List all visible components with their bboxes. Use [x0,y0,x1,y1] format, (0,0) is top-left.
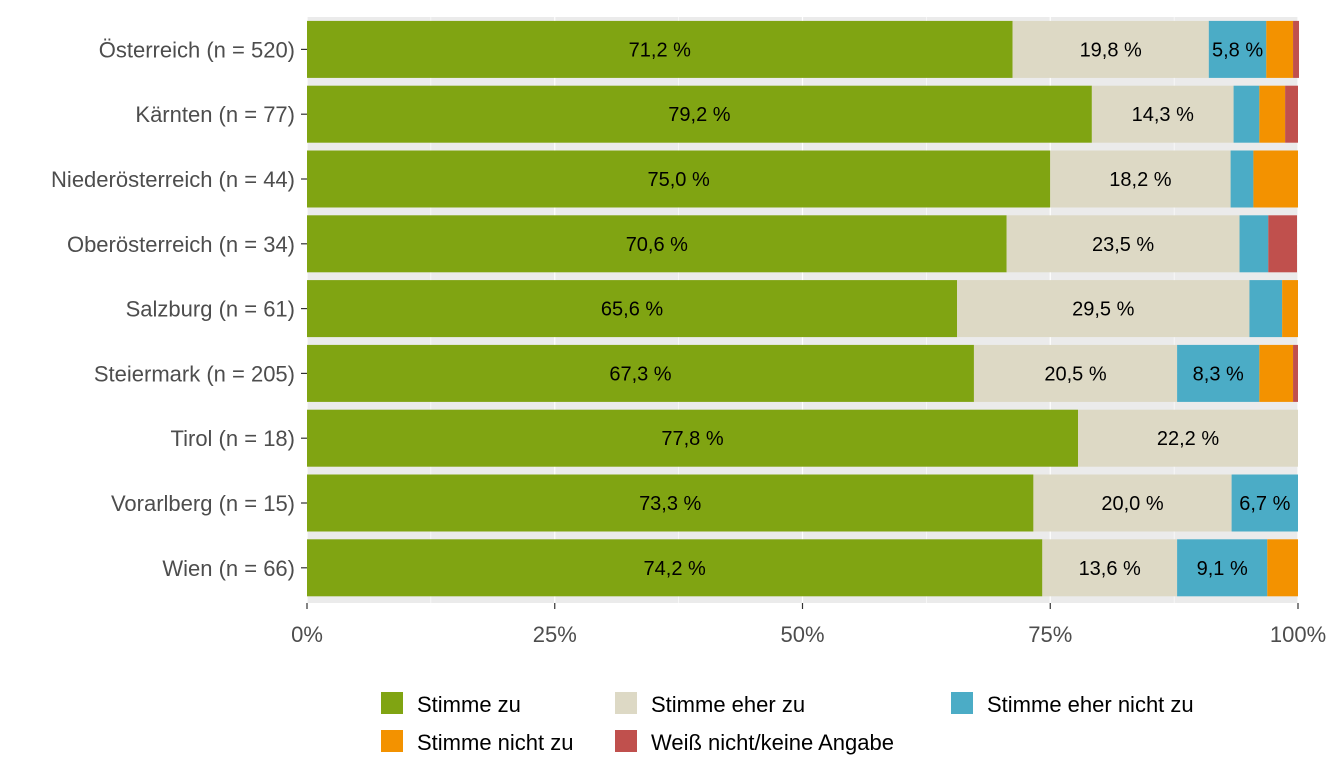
bar-segment [307,344,974,402]
x-tick-label: 25% [533,622,577,647]
category-label: Wien (n = 66) [162,556,295,581]
segment-value-label: 6,7 % [1239,493,1290,515]
bar-segment [1077,409,1298,467]
segment-value-label: 22,2 % [1157,428,1219,450]
bar-segment [307,539,1043,597]
segment-value-label: 70,6 % [626,234,688,256]
segment-value-label: 20,0 % [1101,493,1163,515]
category-label: Vorarlberg (n = 15) [111,491,295,516]
bar-segment [1293,344,1298,402]
category-label: Tirol (n = 18) [170,426,295,451]
category-label: Österreich (n = 520) [99,37,295,62]
bar-segment [1268,215,1298,273]
category-label: Steiermark (n = 205) [94,361,295,386]
bar-segment [1012,20,1209,78]
legend-key [951,692,973,714]
bar-segment [1006,215,1240,273]
segment-value-label: 73,3 % [639,493,701,515]
bar-segment [1249,280,1283,338]
bar-segment [1050,150,1231,208]
bar-segment [1266,20,1294,78]
bar-segment [307,409,1078,467]
legend-label: Weiß nicht/keine Angabe [651,730,894,755]
segment-value-label: 19,8 % [1080,39,1142,61]
bar-segment [1230,150,1254,208]
legend-key [615,730,637,752]
bar-segment [957,280,1250,338]
bar-segment [1177,344,1260,402]
bar-segment [1033,474,1232,532]
bar-segment [307,20,1013,78]
segment-value-label: 18,2 % [1109,169,1171,191]
segment-value-label: 75,0 % [647,169,709,191]
bar-segment [307,85,1092,143]
x-tick-label: 0% [291,622,323,647]
segment-value-label: 20,5 % [1044,363,1106,385]
bar-segment [1293,20,1299,78]
bar-segment [1042,539,1178,597]
x-tick-label: 100% [1270,622,1326,647]
legend: Stimme zu Stimme eher zu Stimme eher nicht… [381,692,1194,755]
legend-key [615,692,637,714]
segment-value-label: 71,2 % [629,39,691,61]
legend-key [381,692,403,714]
legend-label: Stimme nicht zu [417,730,574,755]
bar-segment [1233,85,1260,143]
segment-value-label: 67,3 % [609,363,671,385]
legend-label: Stimme zu [417,692,521,717]
segment-value-label: 9,1 % [1197,558,1248,580]
bar-segment [307,474,1034,532]
y-axis: Österreich (n = 520) Kärnten (n = 77) Nied… [51,37,307,581]
segment-value-label: 77,8 % [661,428,723,450]
bar-segment [1282,280,1298,338]
bar-segment [1231,474,1298,532]
category-label: Niederösterreich (n = 44) [51,167,295,192]
bar-segment [1259,344,1294,402]
bar-segment [307,150,1051,208]
bar-segment [1239,215,1269,273]
bars [307,20,1299,597]
bar-segment [307,215,1007,273]
segment-value-label: 79,2 % [668,104,730,126]
bar-segment [973,344,1178,402]
segment-value-label: 23,5 % [1092,234,1154,256]
category-label: Salzburg (n = 61) [126,297,295,322]
bar-segment [307,280,958,338]
x-tick-label: 50% [780,622,824,647]
x-axis: 0% 25% 50% 75% 100% [291,603,1326,647]
bar-segment [1285,85,1298,143]
bar-segment [1267,539,1298,597]
bar-segment [1259,85,1286,143]
bar-segment [1253,150,1298,208]
legend-label: Stimme eher zu [651,692,805,717]
segment-value-label: 14,3 % [1132,104,1194,126]
bar-segment [1177,539,1268,597]
segment-value-label: 65,6 % [601,299,663,321]
segment-labels: 71,2 % 19,8 % 5,8 % 79,2 % 14,3 % 75,0 % 18,2 … [601,39,1291,579]
segment-value-label: 13,6 % [1079,558,1141,580]
segment-value-label: 29,5 % [1072,299,1134,321]
legend-key [381,730,403,752]
segment-value-label: 74,2 % [644,558,706,580]
segment-value-label: 8,3 % [1193,363,1244,385]
bar-segment [1208,20,1267,78]
category-label: Oberösterreich (n = 34) [67,232,295,257]
legend-label: Stimme eher nicht zu [987,692,1194,717]
bar-segment [1091,85,1234,143]
x-tick-label: 75% [1028,622,1072,647]
segment-value-label: 5,8 % [1212,39,1263,61]
category-label: Kärnten (n = 77) [135,102,295,127]
